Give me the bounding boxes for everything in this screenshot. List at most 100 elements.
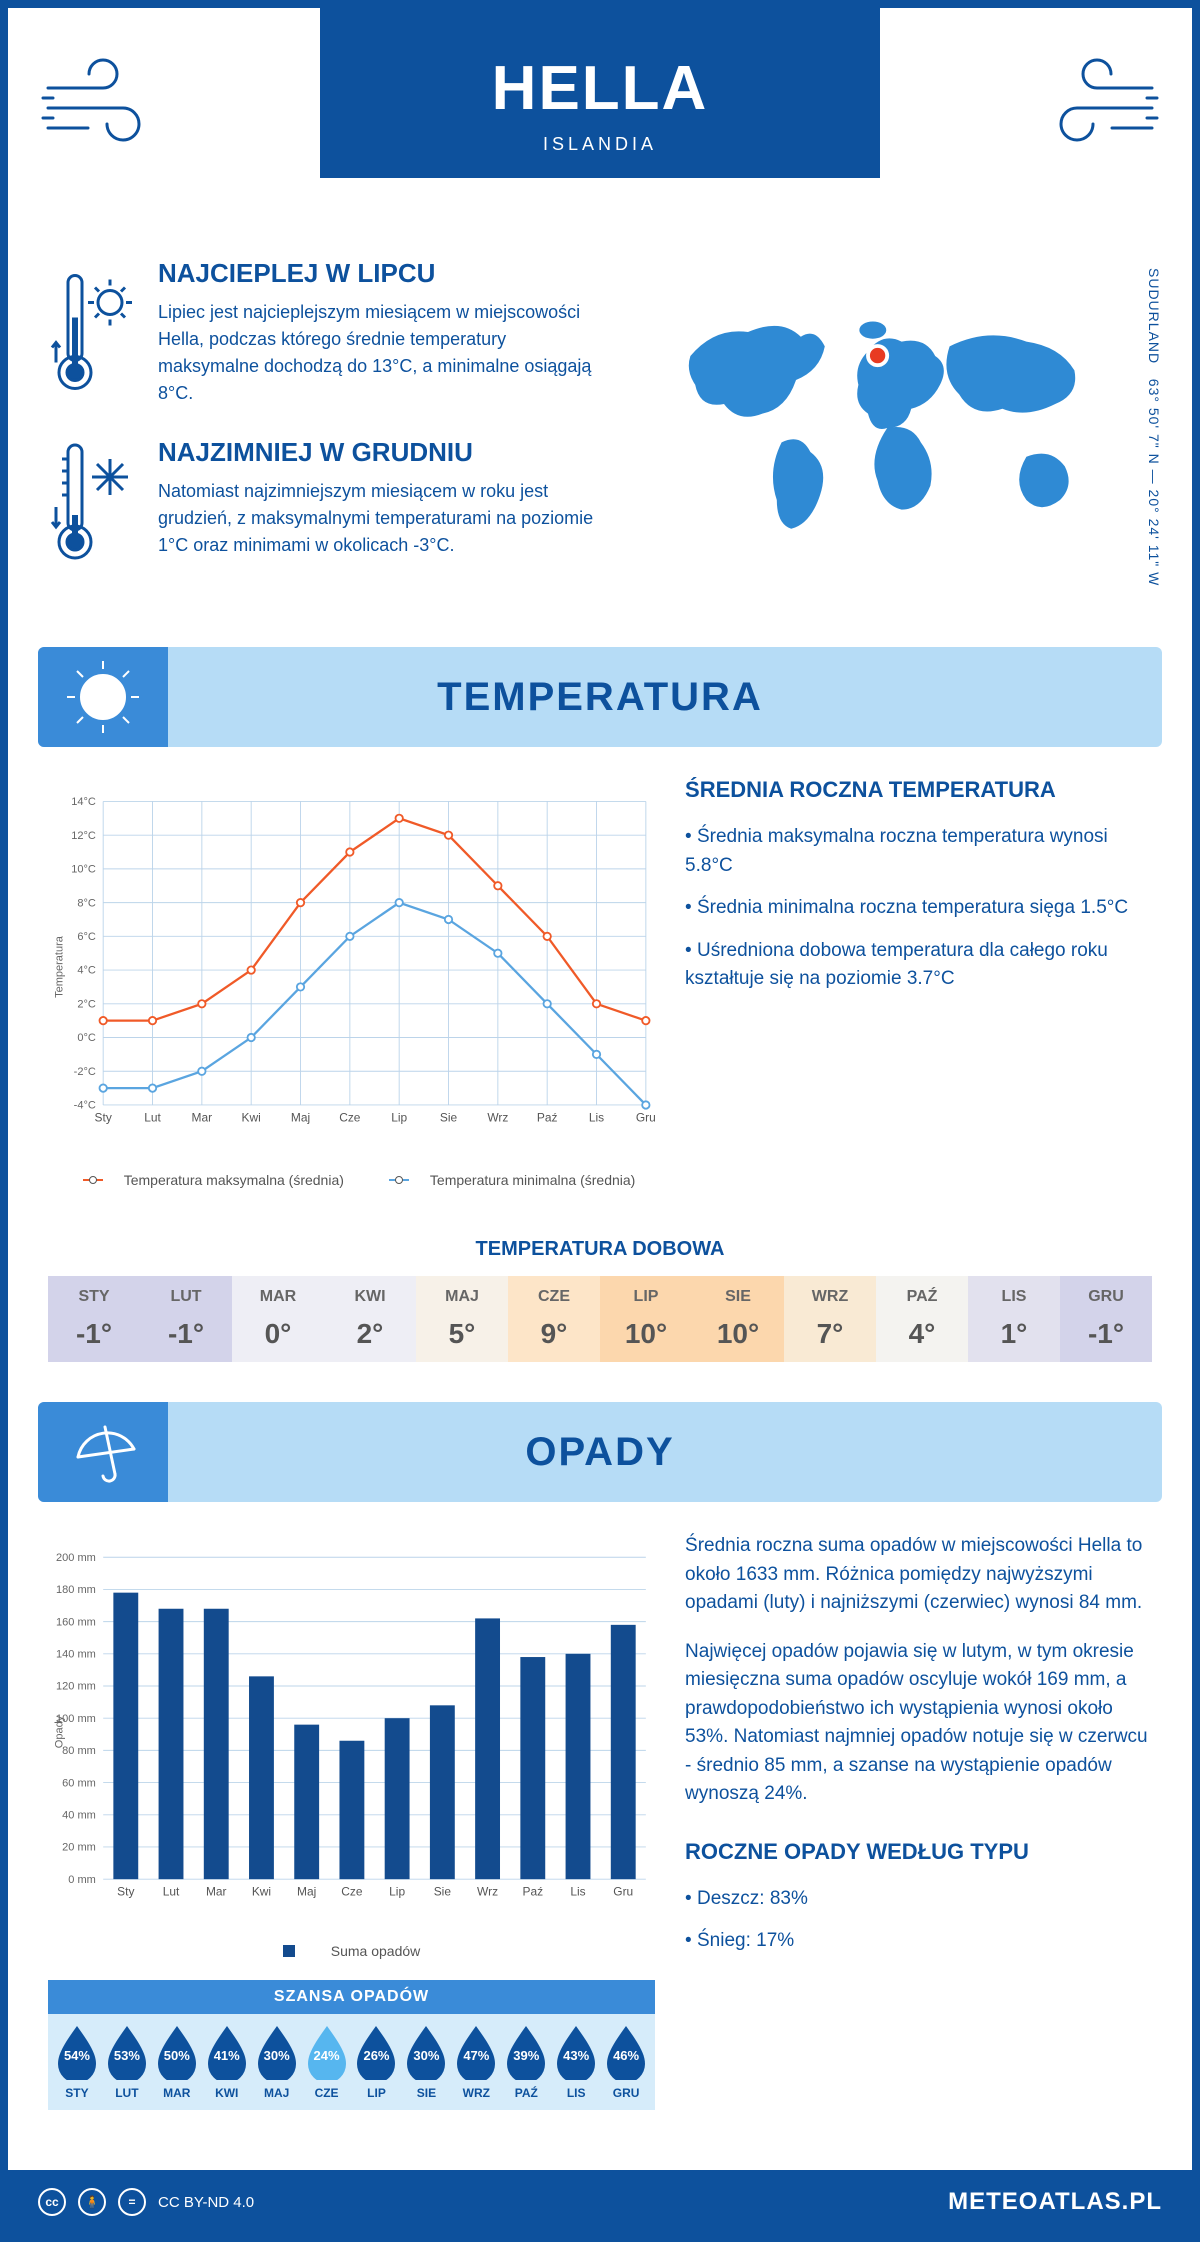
wind-icon-left (38, 53, 178, 153)
svg-text:180 mm: 180 mm (56, 1584, 96, 1596)
svg-text:Opady: Opady (54, 1715, 66, 1748)
daily-cell: WRZ7° (784, 1276, 876, 1362)
warmest-title: NAJCIEPLEJ W LIPCU (158, 258, 602, 289)
svg-text:Temperatura: Temperatura (54, 935, 66, 998)
country-subtitle: ISLANDIA (320, 134, 880, 155)
daily-cell: KWI2° (324, 1276, 416, 1362)
cc-icon: cc (38, 2188, 66, 2216)
daily-cell: LIS1° (968, 1276, 1060, 1362)
svg-text:200 mm: 200 mm (56, 1552, 96, 1564)
svg-text:-2°C: -2°C (74, 1066, 96, 1078)
daily-cell: MAJ5° (416, 1276, 508, 1362)
temperature-side-text: ŚREDNIA ROCZNA TEMPERATURA Średnia maksy… (685, 777, 1152, 1188)
svg-text:Kwi: Kwi (242, 1111, 261, 1125)
thermometer-snow-icon (48, 437, 138, 567)
svg-text:Mar: Mar (192, 1111, 213, 1125)
world-map-box: SUDURLAND 63° 50' 7" N — 20° 24' 11" W (632, 258, 1152, 597)
svg-text:40 mm: 40 mm (62, 1809, 96, 1821)
svg-text:60 mm: 60 mm (62, 1777, 96, 1789)
coordinates-label: SUDURLAND 63° 50' 7" N — 20° 24' 11" W (1146, 268, 1162, 586)
temperature-heading: TEMPERATURA (38, 675, 1162, 720)
precipitation-bar-chart: 0 mm20 mm40 mm60 mm80 mm100 mm120 mm140 … (48, 1532, 655, 1932)
svg-text:Maj: Maj (291, 1111, 310, 1125)
precipitation-row: 0 mm20 mm40 mm60 mm80 mm100 mm120 mm140 … (8, 1532, 1192, 2140)
svg-text:140 mm: 140 mm (56, 1648, 96, 1660)
svg-text:20 mm: 20 mm (62, 1842, 96, 1854)
daily-temp-row: STY-1°LUT-1°MAR0°KWI2°MAJ5°CZE9°LIP10°SI… (48, 1276, 1152, 1362)
svg-text:4°C: 4°C (77, 965, 96, 977)
temperature-row: -4°C-2°C0°C2°C4°C6°C8°C10°C12°C14°CStyLu… (8, 777, 1192, 1218)
svg-text:Mar: Mar (206, 1885, 227, 1899)
sun-corner-icon (38, 647, 168, 747)
daily-cell: LIP10° (600, 1276, 692, 1362)
svg-text:Kwi: Kwi (252, 1885, 271, 1899)
daily-temp-title: TEMPERATURA DOBOWA (8, 1238, 1192, 1261)
avg-temp-bullets: Średnia maksymalna roczna temperatura wy… (685, 823, 1152, 994)
chance-row: 54%STY53%LUT50%MAR41%KWI30%MAJ24%CZE26%L… (48, 2014, 655, 2110)
daily-cell: SIE10° (692, 1276, 784, 1362)
chance-cell: 26%LIP (353, 2024, 401, 2100)
svg-text:Sie: Sie (440, 1111, 458, 1125)
svg-text:Gru: Gru (613, 1885, 633, 1899)
svg-text:Paź: Paź (537, 1111, 558, 1125)
header: HELLA ISLANDIA (8, 8, 1192, 248)
chance-cell: 30%SIE (402, 2024, 450, 2100)
daily-cell: CZE9° (508, 1276, 600, 1362)
precipitation-paragraphs: Średnia roczna suma opadów w miejscowośc… (685, 1532, 1152, 1809)
world-map (652, 298, 1132, 558)
warmest-text: Lipiec jest najcieplejszym miesiącem w m… (158, 299, 602, 407)
svg-text:Lis: Lis (570, 1885, 585, 1899)
svg-text:Cze: Cze (341, 1885, 363, 1899)
daily-cell: STY-1° (48, 1276, 140, 1362)
svg-text:0 mm: 0 mm (68, 1874, 96, 1886)
chance-cell: 41%KWI (203, 2024, 251, 2100)
svg-text:Lip: Lip (389, 1885, 405, 1899)
svg-text:Lip: Lip (391, 1111, 407, 1125)
chance-cell: 46%GRU (602, 2024, 650, 2100)
svg-text:Lis: Lis (589, 1111, 604, 1125)
location-marker (868, 346, 887, 365)
svg-text:Lut: Lut (144, 1111, 161, 1125)
svg-text:80 mm: 80 mm (62, 1745, 96, 1757)
precipitation-section-bar: OPADY (38, 1402, 1162, 1502)
daily-cell: GRU-1° (1060, 1276, 1152, 1362)
page: HELLA ISLANDIA NA (0, 0, 1200, 2242)
precipitation-heading: OPADY (38, 1430, 1162, 1475)
daily-cell: MAR0° (232, 1276, 324, 1362)
svg-text:Lut: Lut (163, 1885, 180, 1899)
svg-text:Cze: Cze (339, 1111, 361, 1125)
svg-text:12°C: 12°C (71, 830, 96, 842)
svg-text:Sty: Sty (117, 1885, 134, 1899)
precip-by-type-title: ROCZNE OPADY WEDŁUG TYPU (685, 1839, 1152, 1865)
svg-text:Paź: Paź (523, 1885, 544, 1899)
chance-cell: 39%PAŹ (502, 2024, 550, 2100)
avg-temp-title: ŚREDNIA ROCZNA TEMPERATURA (685, 777, 1152, 803)
precipitation-chart-box: 0 mm20 mm40 mm60 mm80 mm100 mm120 mm140 … (48, 1532, 655, 2110)
chance-box: SZANSA OPADÓW 54%STY53%LUT50%MAR41%KWI30… (48, 1980, 655, 2110)
chance-cell: 54%STY (53, 2024, 101, 2100)
city-title: HELLA (320, 53, 880, 124)
svg-text:Maj: Maj (297, 1885, 316, 1899)
daily-cell: PAŹ4° (876, 1276, 968, 1362)
precipitation-side-text: Średnia roczna suma opadów w miejscowośc… (685, 1532, 1152, 2110)
temperature-section-bar: TEMPERATURA (38, 647, 1162, 747)
nd-icon: = (118, 2188, 146, 2216)
intro-text-column: NAJCIEPLEJ W LIPCU Lipiec jest najcieple… (48, 258, 602, 597)
svg-text:6°C: 6°C (77, 931, 96, 943)
svg-text:0°C: 0°C (77, 1032, 96, 1044)
wind-icon-right (1022, 53, 1162, 153)
license-block: cc 🧍 = CC BY-ND 4.0 (38, 2188, 254, 2216)
umbrella-corner-icon (38, 1402, 168, 1502)
warmest-block: NAJCIEPLEJ W LIPCU Lipiec jest najcieple… (48, 258, 602, 407)
svg-text:160 mm: 160 mm (56, 1616, 96, 1628)
temperature-chart-box: -4°C-2°C0°C2°C4°C6°C8°C10°C12°C14°CStyLu… (48, 777, 655, 1188)
title-banner: HELLA ISLANDIA (320, 8, 880, 178)
precipitation-legend: Suma opadów (48, 1943, 655, 1960)
temperature-legend: Temperatura maksymalna (średnia)Temperat… (48, 1168, 655, 1188)
chance-cell: 53%LUT (103, 2024, 151, 2100)
daily-cell: LUT-1° (140, 1276, 232, 1362)
footer: cc 🧍 = CC BY-ND 4.0 METEOATLAS.PL (8, 2170, 1192, 2234)
by-icon: 🧍 (78, 2188, 106, 2216)
svg-text:8°C: 8°C (77, 897, 96, 909)
svg-text:Gru: Gru (636, 1111, 655, 1125)
